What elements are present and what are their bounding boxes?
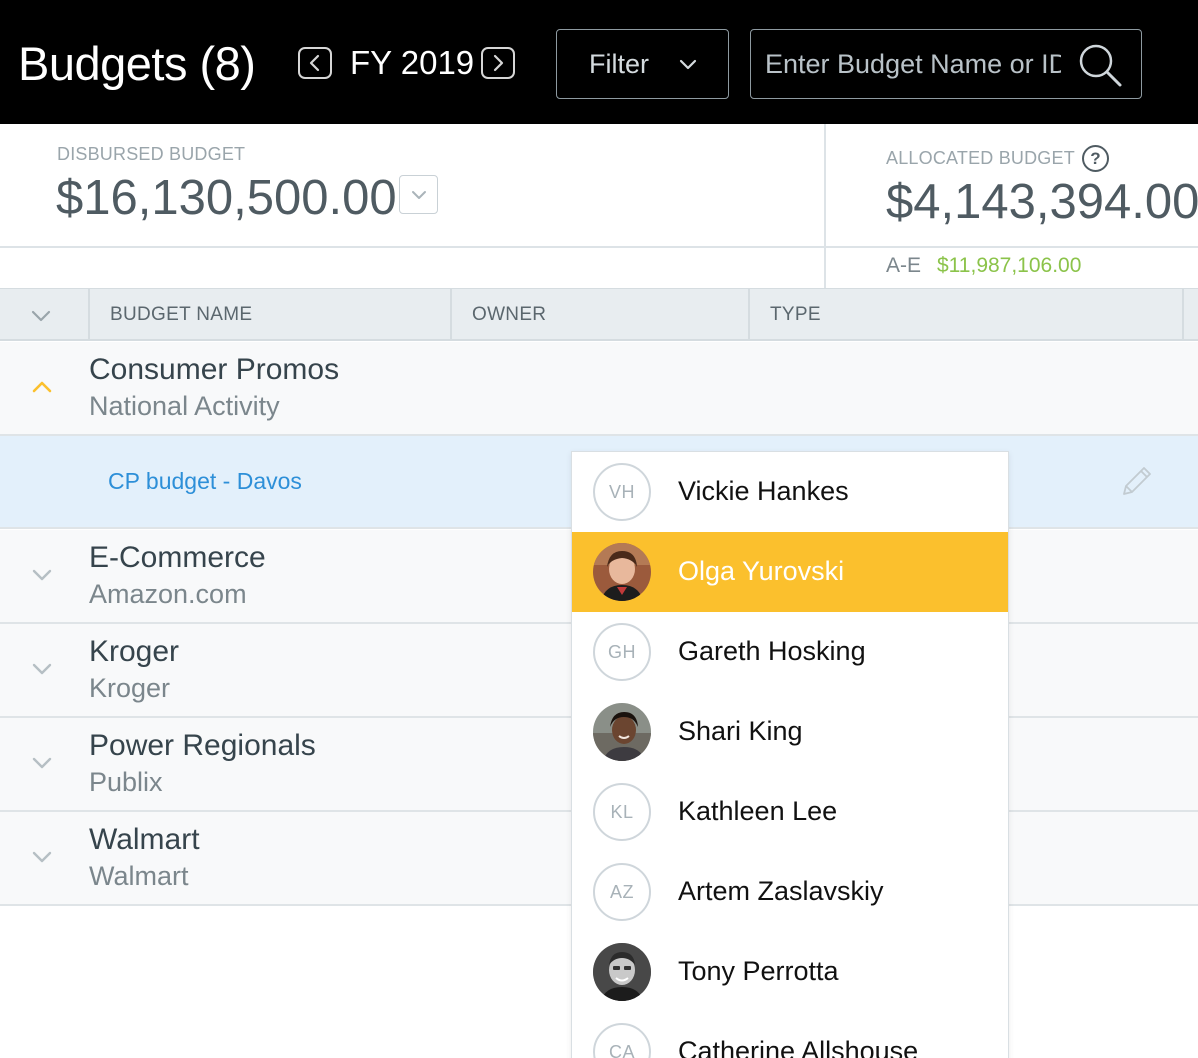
- owner-option-tony-perrotta[interactable]: Tony Perrotta: [572, 932, 1008, 1012]
- next-year-button[interactable]: [481, 47, 515, 79]
- chevron-down-icon[interactable]: [31, 756, 53, 770]
- budget-name-link[interactable]: CP budget - Davos: [108, 468, 302, 494]
- avatar: VH: [593, 463, 651, 521]
- user-photo-icon: [593, 943, 651, 1001]
- collapse-all-chevron-icon[interactable]: [28, 306, 54, 326]
- allocated-budget-amount: $4,143,394.00: [886, 175, 1198, 229]
- chevron-down-icon: [679, 59, 697, 70]
- filter-dropdown-button[interactable]: Filter: [556, 29, 729, 99]
- owner-name: Gareth Hosking: [678, 636, 866, 666]
- user-photo-icon: [593, 543, 651, 601]
- help-icon[interactable]: ?: [1082, 145, 1109, 172]
- edit-pencil-icon[interactable]: [1118, 464, 1154, 500]
- ae-label: A-E: [886, 254, 922, 277]
- summary-divider: [0, 246, 1198, 248]
- allocated-budget-label: ALLOCATED BUDGET: [886, 148, 1075, 168]
- owner-option-shari-king[interactable]: Shari King: [572, 692, 1008, 772]
- column-header-budget-name[interactable]: BUDGET NAME: [110, 304, 253, 325]
- owner-name: Catherine Allshouse: [678, 1036, 919, 1058]
- search-input[interactable]: [765, 44, 1061, 84]
- prev-year-button[interactable]: [298, 47, 332, 79]
- group-subtitle: Walmart: [89, 861, 189, 891]
- page-title: Budgets (8): [18, 37, 256, 90]
- group-subtitle: Amazon.com: [89, 579, 247, 609]
- budget-summary: DISBURSED BUDGET $16,130,500.00 ALLOCATE…: [0, 124, 1198, 288]
- column-divider: [748, 289, 750, 341]
- column-header-owner[interactable]: OWNER: [472, 304, 547, 325]
- column-divider: [88, 289, 90, 341]
- search-icon[interactable]: [1077, 42, 1123, 88]
- owner-option-artem-zaslavskiy[interactable]: AZ Artem Zaslavskiy: [572, 852, 1008, 932]
- group-name: Power Regionals: [89, 729, 316, 762]
- owner-option-kathleen-lee[interactable]: KL Kathleen Lee: [572, 772, 1008, 852]
- budget-group-consumer-promos[interactable]: Consumer Promos National Activity: [0, 342, 1198, 436]
- group-name: E-Commerce: [89, 541, 266, 574]
- owner-name: Kathleen Lee: [678, 796, 838, 826]
- avatar: KL: [593, 783, 651, 841]
- ae-amount: $11,987,106.00: [937, 254, 1082, 277]
- group-subtitle: Publix: [89, 767, 163, 797]
- owner-option-vickie-hankes[interactable]: VH Vickie Hankes: [572, 452, 1008, 532]
- fiscal-year-label: FY 2019: [350, 44, 475, 81]
- top-bar: Budgets (8) FY 2019 Filter: [0, 0, 1198, 124]
- filter-label: Filter: [589, 48, 649, 79]
- avatar: [593, 703, 651, 761]
- column-divider: [450, 289, 452, 341]
- summary-divider: [824, 124, 826, 288]
- user-photo-icon: [593, 703, 651, 761]
- group-subtitle: Kroger: [89, 673, 171, 703]
- chevron-down-icon[interactable]: [31, 850, 53, 864]
- column-header-type[interactable]: TYPE: [770, 304, 821, 325]
- owner-name: Vickie Hankes: [678, 476, 849, 506]
- owner-name: Olga Yurovski: [678, 556, 845, 586]
- group-subtitle: National Activity: [89, 391, 280, 421]
- owner-name: Artem Zaslavskiy: [678, 876, 884, 906]
- chevron-down-icon[interactable]: [31, 662, 53, 676]
- avatar: AZ: [593, 863, 651, 921]
- chevron-right-icon: [493, 54, 504, 72]
- chevron-left-icon: [309, 54, 320, 72]
- disbursed-details-toggle[interactable]: [399, 175, 438, 214]
- group-name: Consumer Promos: [89, 353, 340, 386]
- disbursed-budget-amount: $16,130,500.00: [56, 171, 397, 225]
- owner-name: Shari King: [678, 716, 803, 746]
- avatar: [593, 543, 651, 601]
- owner-option-gareth-hosking[interactable]: GH Gareth Hosking: [572, 612, 1008, 692]
- group-name: Kroger: [89, 635, 180, 668]
- column-divider: [1182, 289, 1184, 341]
- search-box: [750, 29, 1142, 99]
- owner-select-dropdown: VH Vickie Hankes Olga Yurovski GH Gareth…: [571, 451, 1009, 1058]
- chevron-down-icon[interactable]: [31, 568, 53, 582]
- avatar: CA: [593, 1023, 651, 1058]
- table-header: BUDGET NAME OWNER TYPE: [0, 288, 1198, 341]
- chevron-down-icon: [411, 190, 426, 199]
- group-name: Walmart: [89, 823, 200, 856]
- owner-option-olga-yurovski[interactable]: Olga Yurovski: [572, 532, 1008, 612]
- avatar: GH: [593, 623, 651, 681]
- owner-option-catherine-allshouse[interactable]: CA Catherine Allshouse: [572, 1012, 1008, 1058]
- avatar: [593, 943, 651, 1001]
- owner-name: Tony Perrotta: [678, 956, 839, 986]
- chevron-up-icon[interactable]: [31, 380, 53, 394]
- disbursed-budget-label: DISBURSED BUDGET: [57, 144, 246, 164]
